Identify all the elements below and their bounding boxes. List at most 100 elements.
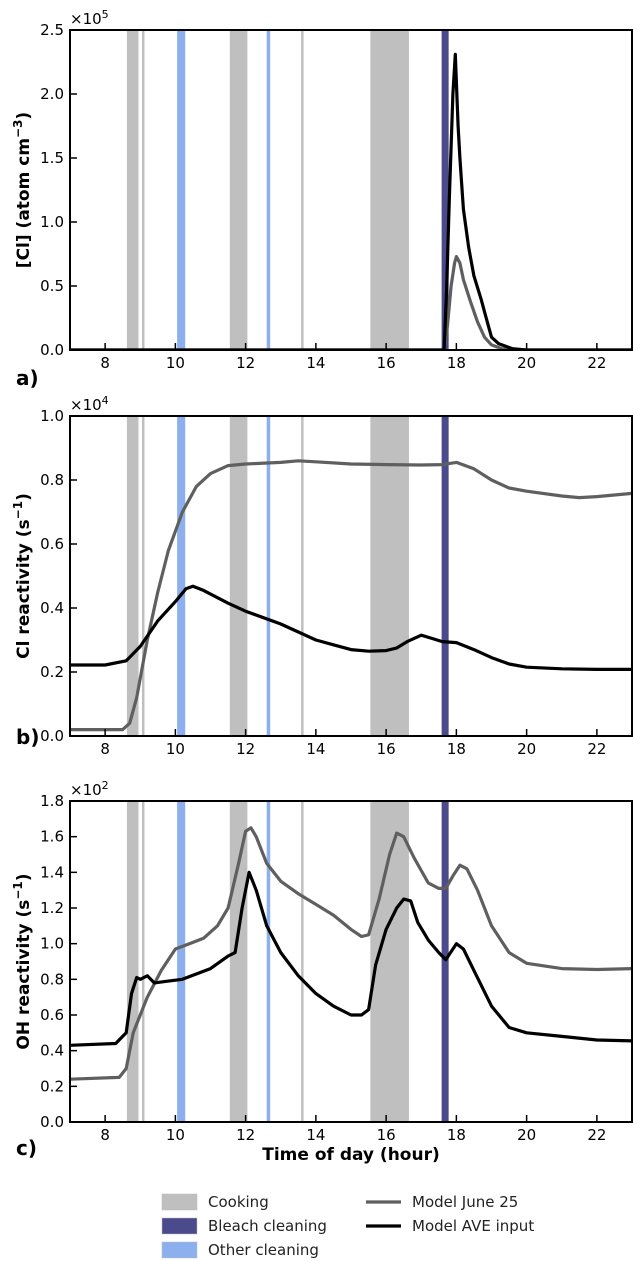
legend-label: Cooking	[208, 1193, 269, 1211]
x-tick-label: 20	[517, 354, 536, 372]
series-model-june-25-line	[70, 826, 632, 1081]
y-tick-label: 0.5	[40, 277, 64, 295]
x-tick-label: 20	[517, 1126, 536, 1144]
y-tick-label: 0.8	[40, 970, 64, 988]
x-tick-label: 10	[166, 740, 185, 758]
legend-label: Other cleaning	[208, 1241, 319, 1259]
y-tick-label: 0.2	[40, 663, 64, 681]
y-tick-label: 0.4	[40, 599, 64, 617]
other-cleaning-band	[177, 801, 186, 1122]
x-tick-label: 12	[236, 740, 255, 758]
other-cleaning-band	[266, 416, 271, 736]
y-tick-label: 0.2	[40, 1077, 64, 1095]
y-tick-label: 2.0	[40, 85, 64, 103]
cooking-band	[370, 30, 409, 350]
x-tick-label: 18	[447, 740, 466, 758]
y-axis-multiplier: ×102	[70, 779, 109, 799]
x-tick-label: 22	[587, 740, 606, 758]
legend-item-june25: Model June 25	[366, 1193, 518, 1211]
y-tick-label: 0.6	[40, 535, 64, 553]
legend-swatch	[161, 1241, 198, 1259]
y-tick-label: 0.8	[40, 471, 64, 489]
cooking-band	[301, 416, 304, 736]
y-tick-label: 1.0	[40, 935, 64, 953]
bleach-cleaning-band	[441, 801, 449, 1122]
plot-frame	[69, 29, 633, 351]
legend-item-cooking: Cooking	[161, 1193, 269, 1211]
y-axis-multiplier: ×105	[70, 8, 109, 28]
plot-frame	[69, 800, 633, 1123]
cooking-band	[229, 416, 248, 736]
x-tick-label: 12	[236, 1126, 255, 1144]
y-tick-label: 1.8	[40, 792, 64, 810]
x-tick-label: 16	[377, 1126, 396, 1144]
cooking-band	[126, 801, 139, 1122]
panel-0: 0.0 0.5 1.0 1.5 2.0 2.5 8 10 12 14 16 18 20 22 ×105 [Cl…	[11, 8, 633, 390]
y-tick-label: 1.6	[40, 828, 64, 846]
legend-item-ave: Model AVE input	[366, 1217, 534, 1235]
panel-1: 0.0 0.2 0.4 0.6 0.8 1.0 8 10 12 14 16 18 20 22 ×104 Cl …	[11, 394, 633, 758]
y-tick-label: 2.5	[40, 21, 64, 39]
x-tick-label: 22	[587, 1126, 606, 1144]
other-cleaning-band	[177, 30, 186, 350]
series-model-june-25-line	[70, 255, 632, 350]
cooking-band	[229, 30, 248, 350]
plot-frame	[69, 415, 633, 737]
y-tick-label: 0.4	[40, 1042, 64, 1060]
cooking-band	[126, 30, 139, 350]
panel-label: c)	[16, 1136, 37, 1160]
other-cleaning-band	[266, 30, 271, 350]
x-tick-label: 16	[377, 740, 396, 758]
y-axis-label: Cl reactivity (s−1)	[11, 493, 34, 659]
series-model-june-25-line	[70, 459, 632, 732]
legend-swatch	[161, 1193, 198, 1211]
panel-label: a)	[16, 366, 39, 390]
cooking-band	[142, 801, 145, 1122]
x-tick-label: 22	[587, 354, 606, 372]
cooking-band	[126, 416, 139, 736]
panel-2: 0.0 0.2 0.4 0.6 0.8 1.0 1.2 1.4 1.6 1.8 8 10 12 14 16 1…	[11, 779, 633, 1165]
x-tick-label: 10	[166, 1126, 185, 1144]
x-tick-label: 14	[306, 1126, 325, 1144]
y-tick-label: 0.0	[40, 727, 64, 745]
cooking-band	[370, 416, 409, 736]
series-model-ave-input-line	[70, 870, 632, 1047]
y-tick-label: 1.2	[40, 899, 64, 917]
cooking-band	[142, 416, 145, 736]
legend-label: Model June 25	[412, 1193, 518, 1211]
series-model-ave-input-line	[70, 584, 632, 671]
y-tick-label: 1.5	[40, 149, 64, 167]
x-tick-label: 8	[100, 1126, 110, 1144]
legend: Cooking Bleach cleaning Other cleaning Mode…	[161, 1193, 534, 1259]
y-tick-label: 0.0	[40, 1113, 64, 1131]
y-tick-label: 1.0	[40, 213, 64, 231]
x-tick-label: 18	[447, 354, 466, 372]
bleach-cleaning-band	[441, 416, 449, 736]
x-tick-label: 14	[306, 354, 325, 372]
x-tick-label: 18	[447, 1126, 466, 1144]
x-tick-label: 10	[166, 354, 185, 372]
y-tick-label: 1.0	[40, 407, 64, 425]
other-cleaning-band	[266, 801, 271, 1122]
cooking-band	[142, 30, 145, 350]
y-axis-label: [Cl] (atom cm−3)	[11, 112, 34, 268]
x-tick-label: 12	[236, 354, 255, 372]
x-tick-label: 16	[377, 354, 396, 372]
cooking-band	[301, 30, 304, 350]
legend-item-other: Other cleaning	[161, 1241, 319, 1259]
panel-label: b)	[16, 725, 39, 749]
y-axis-label: OH reactivity (s−1)	[11, 873, 34, 1049]
other-cleaning-band	[177, 416, 186, 736]
cooking-band	[229, 801, 248, 1122]
y-tick-label: 0.0	[40, 341, 64, 359]
legend-label: Bleach cleaning	[208, 1217, 327, 1235]
legend-item-bleach: Bleach cleaning	[161, 1217, 327, 1235]
legend-swatch	[161, 1217, 198, 1235]
x-tick-label: 14	[306, 740, 325, 758]
series-model-ave-input-line	[70, 52, 632, 350]
cooking-band	[301, 801, 304, 1122]
bleach-cleaning-band	[441, 30, 449, 350]
x-axis-label: Time of day (hour)	[262, 1145, 440, 1165]
y-tick-label: 0.6	[40, 1006, 64, 1024]
